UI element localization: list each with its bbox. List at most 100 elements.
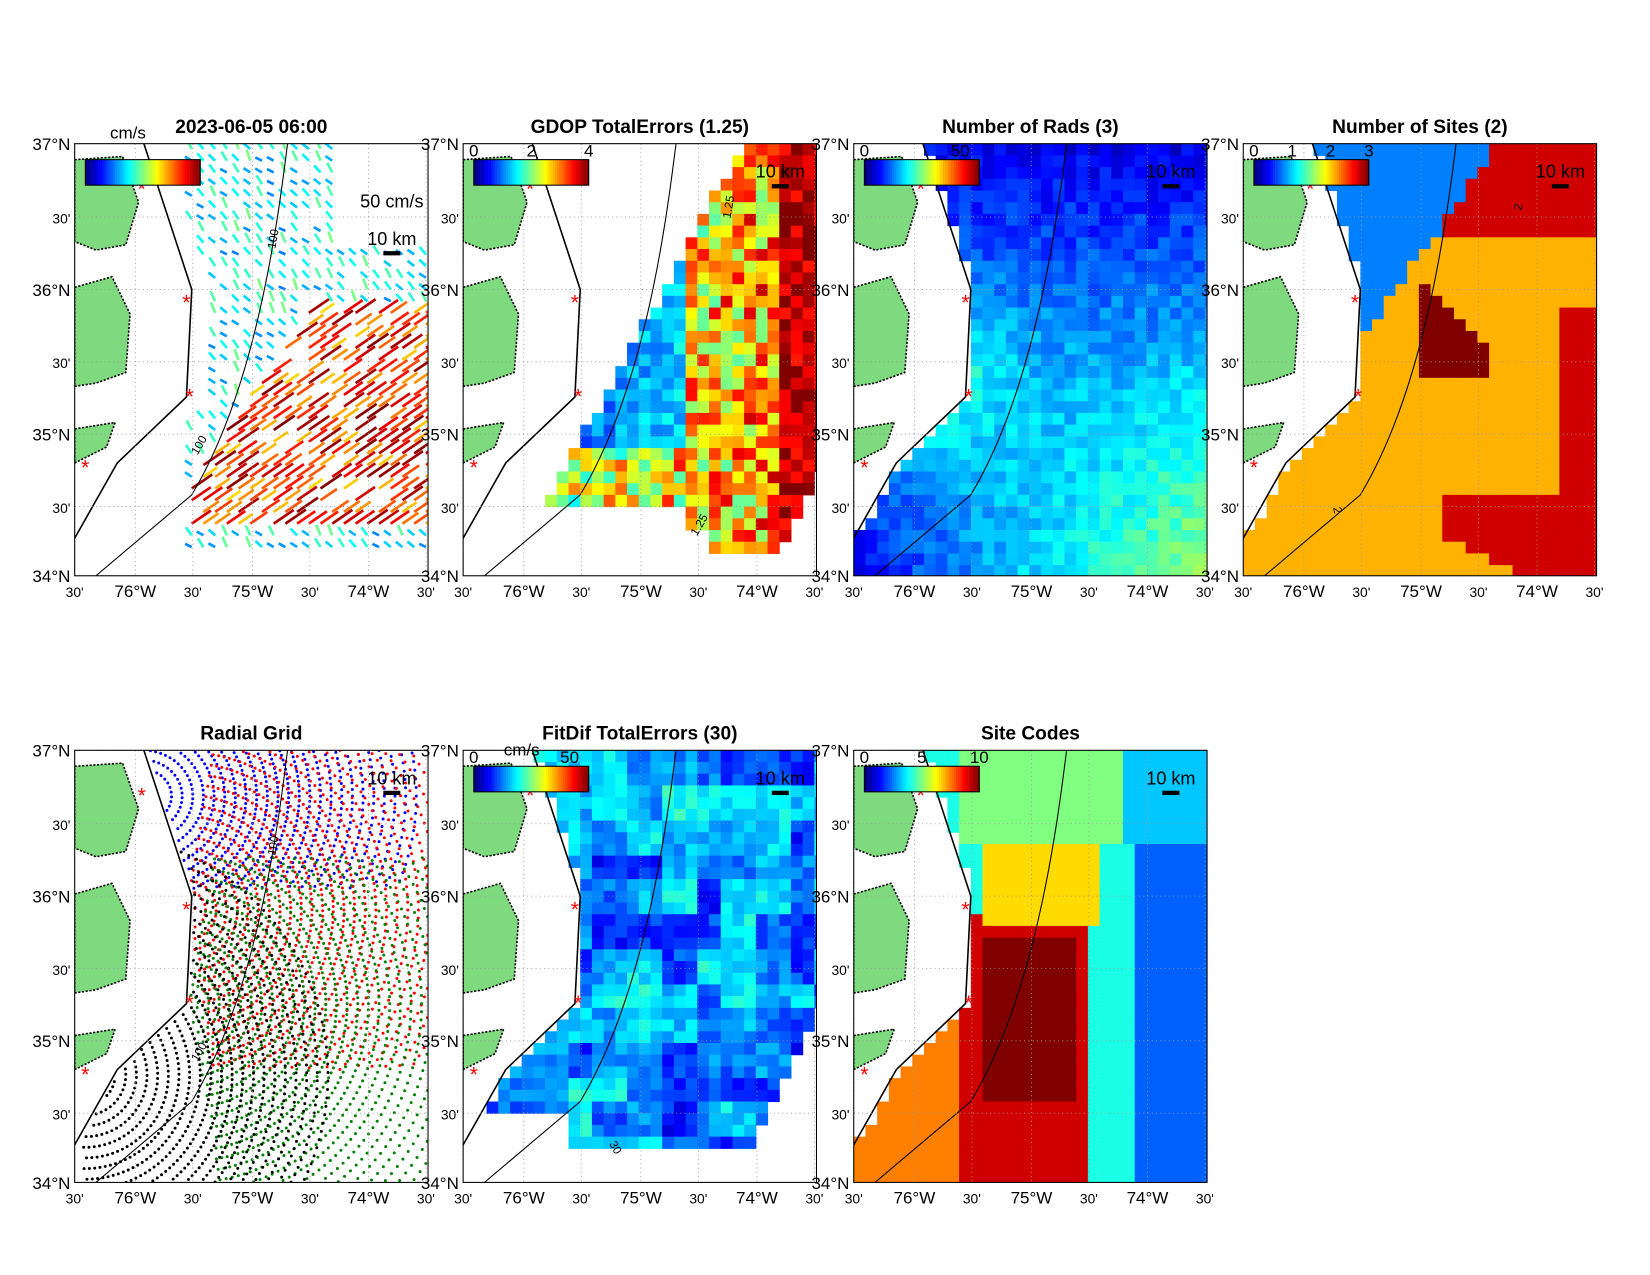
field-cell [1158, 366, 1171, 379]
grid-point [198, 974, 202, 978]
field-cell [755, 436, 769, 449]
grid-point [223, 777, 227, 781]
field-cell [1181, 307, 1194, 320]
field-cell [1489, 319, 1502, 332]
grid-point [222, 1039, 225, 1043]
field-cell [1041, 319, 1054, 332]
grid-point [325, 781, 329, 785]
field-cell [591, 471, 605, 484]
vector-arrow [219, 398, 228, 408]
field-cell [1535, 553, 1549, 566]
vector-arrow [407, 280, 416, 291]
vector-arrow [219, 378, 228, 385]
grid-point [232, 751, 236, 755]
field-cell [1076, 565, 1089, 576]
grid-point [373, 854, 377, 858]
field-cell [1582, 249, 1596, 262]
field-cell [1146, 459, 1159, 473]
vector-arrow [207, 271, 216, 279]
field-cell [1489, 190, 1502, 203]
grid-point [387, 818, 391, 822]
field-cell [1500, 155, 1514, 168]
field-cell [1453, 424, 1467, 437]
field-cell [1582, 225, 1596, 238]
field-cell [1122, 342, 1136, 355]
grid-point [248, 760, 252, 764]
field-cell [603, 459, 616, 473]
field-cell [1193, 389, 1206, 402]
field-cell [1547, 330, 1560, 344]
vector-arrow [301, 179, 310, 186]
field-cell [1418, 518, 1432, 531]
field-cell [556, 483, 570, 496]
grid-point [312, 956, 316, 960]
grid-point [306, 815, 310, 819]
grid-point [277, 780, 281, 784]
grid-point [326, 824, 330, 828]
field-cell [790, 389, 804, 402]
field-cell [1559, 167, 1572, 180]
grid-point [239, 832, 243, 836]
field-cell [1582, 459, 1596, 473]
field-cell [720, 494, 733, 508]
field-cell [1395, 237, 1408, 250]
field-cell [755, 202, 769, 215]
field-cell [1524, 167, 1537, 180]
field-cell [802, 389, 815, 402]
field-cell [1005, 295, 1019, 309]
field-cell [697, 237, 710, 250]
field-cell [1204, 354, 1208, 367]
vector-arrow [401, 476, 420, 490]
grid-point [335, 834, 339, 838]
grid-point [231, 977, 235, 981]
grid-point [318, 800, 322, 804]
field-cell [790, 190, 804, 203]
field-cell [1266, 518, 1279, 531]
field-cell [1005, 272, 1019, 285]
field-cell [1181, 389, 1194, 402]
field-cell [1418, 377, 1432, 391]
field-cell [732, 272, 745, 285]
grid-point [413, 1040, 417, 1044]
field-cell [650, 459, 663, 473]
vector-arrow [301, 529, 310, 537]
grid-point [298, 833, 302, 837]
vector-arrow [232, 162, 240, 174]
contour-label: 2 [1330, 506, 1344, 515]
field-cell [1111, 330, 1124, 344]
field-cell [1571, 436, 1584, 449]
field-cell [1418, 436, 1432, 449]
field-cell [708, 354, 722, 367]
field-cell [1500, 530, 1514, 543]
field-cell [1181, 436, 1194, 449]
grid-point [341, 1049, 345, 1053]
vector-arrow [413, 407, 429, 420]
colorbar-cell [1343, 159, 1346, 186]
field-cell [1524, 354, 1537, 367]
field-cell [994, 389, 1007, 402]
field-cell [1395, 471, 1408, 484]
grid-point [286, 805, 290, 809]
field-cell [790, 459, 804, 473]
field-cell [1407, 202, 1420, 215]
grid-point [352, 847, 356, 851]
field-cell [1477, 354, 1490, 367]
grid-point [329, 786, 333, 790]
grid-point [291, 865, 295, 869]
field-cell [1290, 506, 1303, 519]
vector-arrow [366, 394, 384, 408]
grid-point [197, 774, 201, 778]
vector-arrow [301, 258, 310, 267]
field-cell [720, 377, 733, 391]
grid-point [202, 843, 206, 847]
field-cell [1383, 295, 1396, 309]
field-cell [1087, 448, 1101, 461]
colorbar-cell [1264, 159, 1267, 186]
vector-arrow [231, 305, 240, 314]
field-cell [1524, 155, 1537, 168]
grid-point [176, 777, 180, 781]
field-cell [1442, 448, 1455, 461]
field-cell [650, 424, 663, 437]
grid-point [406, 1007, 410, 1011]
field-cell [662, 330, 675, 344]
